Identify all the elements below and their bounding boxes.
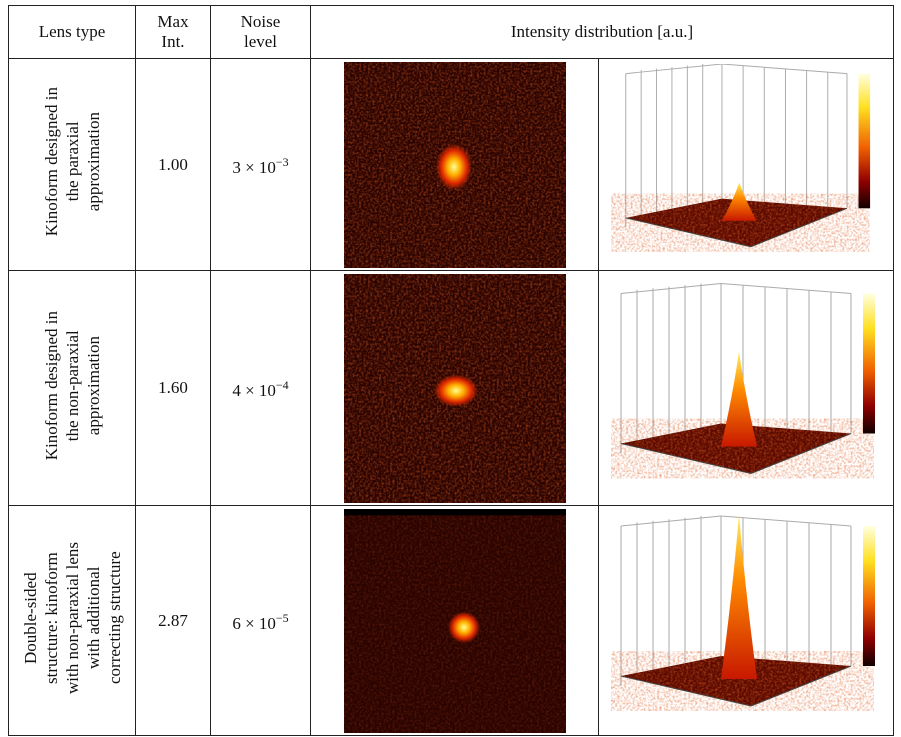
plot-frame [721,63,848,74]
lens-type: Double-sided structure: kinoform with non-… [20,542,125,694]
surface-noise [625,198,847,247]
noise-level: 3 × 10−3 [210,58,311,271]
lens-type-cell: Kinoform designed in the non-paraxial appr… [8,270,136,506]
header-cell: Max Int. [135,5,211,59]
lens-type-line: the non-paraxial [62,330,82,441]
axis-line [750,665,852,706]
axis-line [620,442,752,474]
table-row: Double-sided structure: kinoform with non-… [8,505,894,736]
lens-type-line: Kinoform designed in [41,310,61,461]
heatmap-spot [447,610,480,643]
lens-type: Kinoform designed in the non-paraxial appr… [41,311,104,460]
axis-line [625,216,751,247]
heatmap [343,61,566,268]
surface-plot [620,513,875,706]
header-cell: Intensity distribution [a.u.] [310,5,894,59]
heatmap-spot [433,373,478,407]
plot-frame [620,515,722,526]
surface-noise [621,423,851,473]
plot-frame [625,63,723,74]
heatmap-cell [310,270,599,506]
heatmap-cell [310,505,599,736]
axis-line [620,675,752,706]
surface-cell [598,270,894,506]
lens-type-line: with additional [83,566,103,670]
table-row: Kinoform designed in the paraxial approxim… [8,58,894,271]
surface-cell [598,505,894,736]
surface-plot [620,282,875,474]
noise-base: 4 × 10 [232,381,276,400]
lens-type-line: the paraxial [62,122,82,202]
axis-line [750,432,852,474]
colorbar [863,293,875,433]
noise-level: 6 × 10−5 [210,505,311,736]
surface-peak [721,513,757,679]
lens-type-line: with non-paraxial lens [62,541,82,694]
header-cell: Noise level [210,5,311,59]
lens-type-line: structure: kinoform [41,552,61,684]
lens-type-line: Double-sided [20,572,40,664]
lens-type-line: approximation [83,112,103,212]
lens-type: Kinoform designed in the paraxial approxim… [41,87,104,236]
surface-plot [625,63,871,247]
lens-type-cell: Double-sided structure: kinoform with non-… [8,505,136,736]
surface-peak [721,351,757,446]
heatmap-spot [435,143,472,190]
heatmap-top [343,508,566,515]
plot-frame [620,282,722,294]
heatmap-cell [310,58,599,271]
heatmap [343,273,566,503]
header-row: Lens type Max Int. Noise level Intensity… [8,5,894,59]
results-table: Lens type Max Int. Noise level Intensity… [8,5,894,736]
max-int: 1.00 [135,58,211,271]
plot-frame [720,282,852,294]
colorbar [863,525,875,666]
noise-exponent: −4 [275,378,289,392]
surface-peak [721,181,757,221]
surface-noise [621,655,851,706]
lens-type-line: correcting structure [104,551,124,685]
surface-cell [598,58,894,271]
noise-exponent: −5 [275,610,289,625]
max-int: 2.87 [135,505,211,736]
noise-level: 4 × 10−4 [210,270,311,506]
max-int: 1.60 [135,270,211,506]
heatmap [343,508,566,733]
noise-exponent: −3 [275,154,289,169]
table-row: Kinoform designed in the non-paraxial appr… [8,270,894,506]
axis-line [750,207,848,247]
plot-frame [720,515,852,526]
lens-type-cell: Kinoform designed in the paraxial approxim… [8,58,136,271]
header-cell: Lens type [8,5,136,59]
lens-type-line: approximation [83,335,103,436]
colorbar [858,73,871,208]
noise-base: 6 × 10 [232,613,276,633]
lens-type-line: Kinoform designed in [41,87,61,237]
noise-base: 3 × 10 [232,157,276,177]
